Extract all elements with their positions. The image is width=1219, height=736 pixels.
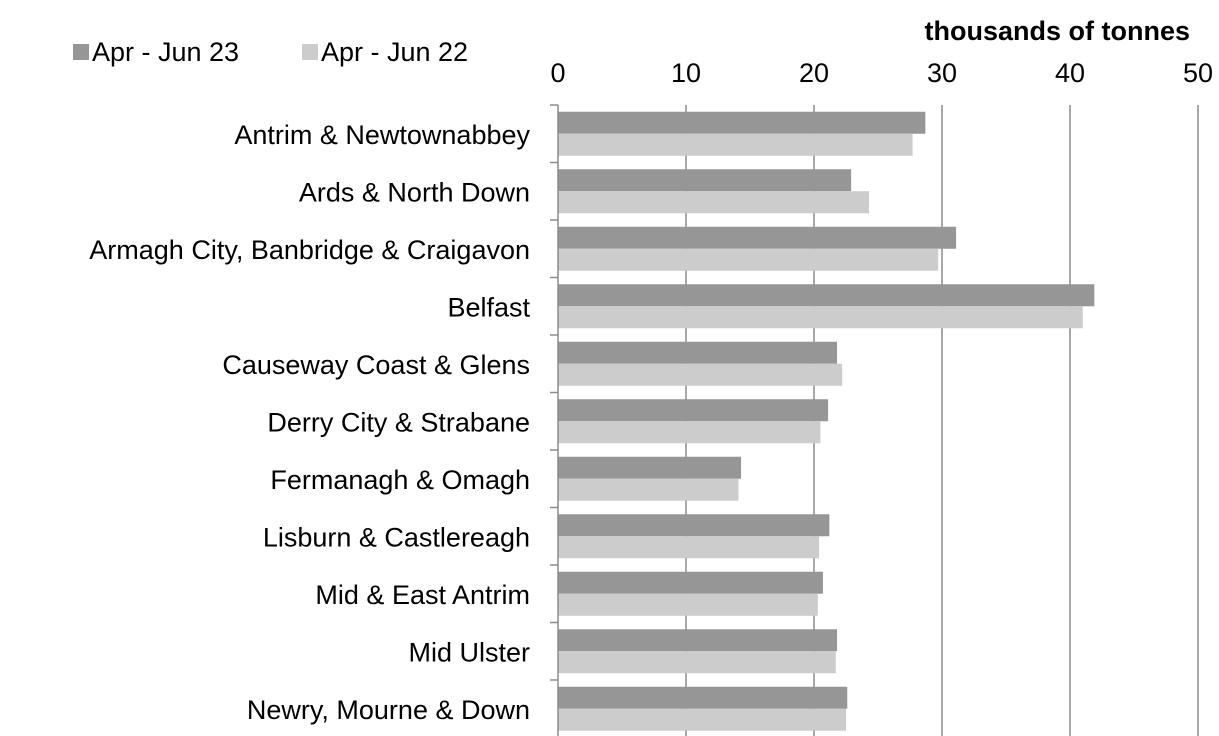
category-label: Newry, Mourne & Down bbox=[247, 695, 530, 725]
bar-apr-jun-22 bbox=[558, 536, 820, 559]
bar-apr-jun-22 bbox=[558, 651, 836, 674]
category-label: Lisburn & Castlereagh bbox=[263, 522, 530, 552]
bar-apr-jun-22 bbox=[558, 191, 870, 214]
legend-label: Apr - Jun 22 bbox=[321, 37, 468, 67]
legend-swatch bbox=[73, 44, 89, 60]
bar-apr-jun-22 bbox=[558, 593, 818, 616]
bar-apr-jun-23 bbox=[558, 341, 838, 364]
bar-apr-jun-22 bbox=[558, 248, 939, 271]
category-label: Causeway Coast & Glens bbox=[222, 350, 530, 380]
bar-apr-jun-23 bbox=[558, 399, 829, 422]
bar-apr-jun-22 bbox=[558, 478, 739, 501]
bar-apr-jun-23 bbox=[558, 571, 823, 594]
bar-apr-jun-23 bbox=[558, 629, 838, 652]
category-label: Antrim & Newtownabbey bbox=[234, 120, 530, 150]
bar-apr-jun-23 bbox=[558, 284, 1095, 307]
category-label: Belfast bbox=[447, 292, 530, 322]
category-labels: Antrim & Newtownabbey Ards & North Down Ar… bbox=[89, 120, 530, 725]
legend-swatch bbox=[302, 44, 318, 60]
category-label: Armagh City, Banbridge & Craigavon bbox=[89, 235, 530, 265]
bar-apr-jun-23 bbox=[558, 169, 852, 192]
x-tick-label: 0 bbox=[550, 58, 565, 88]
category-label: Mid Ulster bbox=[408, 637, 530, 667]
x-tick-label: 10 bbox=[671, 58, 701, 88]
bar-apr-jun-22 bbox=[558, 133, 913, 156]
category-axis bbox=[550, 104, 559, 736]
bar-apr-jun-22 bbox=[558, 708, 846, 731]
bars bbox=[558, 111, 1095, 731]
bar-apr-jun-22 bbox=[558, 363, 843, 386]
x-tick-label: 50 bbox=[1183, 58, 1213, 88]
x-tick-label: 20 bbox=[799, 58, 829, 88]
bar-apr-jun-23 bbox=[558, 111, 926, 134]
bar-apr-jun-23 bbox=[558, 686, 848, 709]
legend-label: Apr - Jun 23 bbox=[92, 37, 239, 67]
category-label: Ards & North Down bbox=[299, 177, 530, 207]
bar-apr-jun-23 bbox=[558, 514, 830, 537]
legend: Apr - Jun 23 Apr - Jun 22 bbox=[73, 37, 468, 67]
bar-apr-jun-22 bbox=[558, 306, 1083, 329]
bar-apr-jun-22 bbox=[558, 421, 821, 444]
x-tick-label: 40 bbox=[1055, 58, 1085, 88]
unit-label: thousands of tonnes bbox=[925, 16, 1191, 46]
bar-apr-jun-23 bbox=[558, 456, 742, 479]
x-tick-labels: 0 10 20 30 40 50 bbox=[550, 58, 1213, 88]
category-label: Fermanagh & Omagh bbox=[270, 465, 530, 495]
x-tick-label: 30 bbox=[927, 58, 957, 88]
bar-apr-jun-23 bbox=[558, 226, 957, 249]
category-label: Derry City & Strabane bbox=[267, 407, 530, 437]
category-label: Mid & East Antrim bbox=[315, 580, 530, 610]
